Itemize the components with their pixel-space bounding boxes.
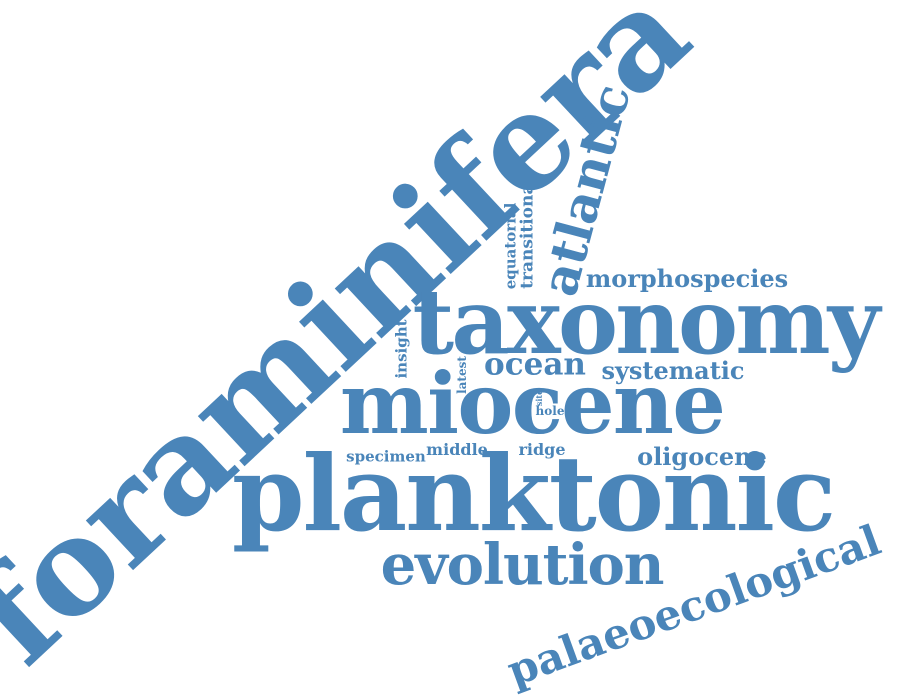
- word-middle: middle: [426, 440, 488, 459]
- word-transitional: transitional: [517, 177, 538, 289]
- word-latest: latest: [455, 356, 469, 394]
- word-hole: hole: [535, 404, 565, 418]
- word-morphospecies: morphospecies: [585, 264, 789, 293]
- word-ocean: ocean: [484, 346, 586, 383]
- word-oligocene: oligocene: [637, 442, 767, 471]
- word-evolution: evolution: [380, 532, 665, 598]
- word-equatorial: equatorial: [501, 202, 520, 290]
- word-ridge: ridge: [518, 440, 566, 459]
- word-specimen: specimen: [346, 447, 426, 466]
- word-planktonic: planktonic: [231, 432, 836, 555]
- word-systematic: systematic: [601, 356, 745, 385]
- word-insight: insight: [392, 319, 411, 379]
- word-taxonomy: taxonomy: [412, 269, 881, 375]
- word-miocene: miocene: [339, 354, 726, 453]
- word-site: site: [534, 389, 544, 407]
